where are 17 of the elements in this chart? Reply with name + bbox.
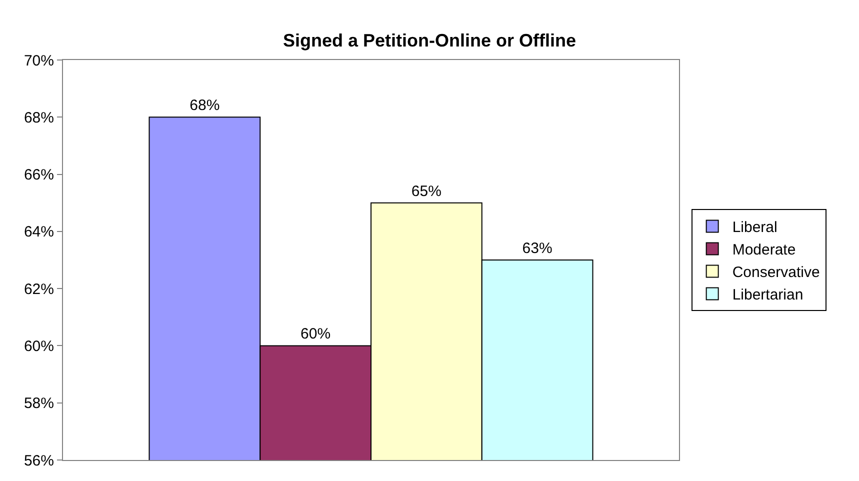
- data-label: 68%: [190, 97, 220, 114]
- legend-label: Liberal: [732, 219, 778, 236]
- y-tick-label: 56%: [24, 452, 54, 470]
- legend-label: Libertarian: [732, 286, 804, 304]
- y-tick-label: 62%: [24, 280, 54, 298]
- y-tick-label: 66%: [24, 166, 54, 184]
- legend-label: Conservative: [732, 264, 820, 282]
- data-label: 65%: [411, 182, 442, 200]
- data-label: 60%: [300, 326, 331, 343]
- chart-title: Signed a Petition-Online or Offline: [282, 30, 576, 50]
- y-tick-label: 68%: [24, 109, 54, 126]
- legend-label: Moderate: [732, 242, 796, 259]
- y-tick-label: 60%: [24, 338, 54, 355]
- y-tick-label: 64%: [24, 224, 54, 241]
- y-tick-label: 58%: [24, 395, 54, 412]
- y-tick-label: 70%: [24, 52, 54, 70]
- data-label: 63%: [522, 240, 552, 257]
